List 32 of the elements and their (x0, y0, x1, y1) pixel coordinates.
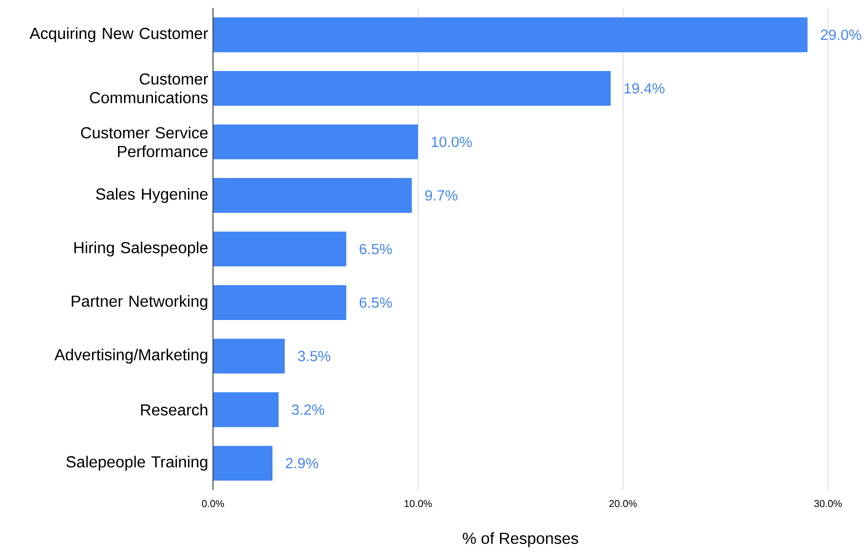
data-label: 3.2% (292, 404, 324, 415)
bar (213, 232, 346, 266)
data-label: 10.0% (432, 136, 472, 148)
bar (213, 178, 412, 213)
y-tick-label: Research (141, 404, 208, 416)
bar (213, 446, 272, 481)
y-tick-label: Salepeople Training (66, 456, 208, 471)
x-tick-label: 0.0% (202, 500, 224, 508)
y-tick-label: Advertising/Marketing (54, 348, 208, 364)
bar (213, 285, 346, 320)
data-label: 6.5% (360, 297, 392, 308)
bar (213, 392, 279, 428)
x-tick-label: 20.0% (609, 500, 637, 508)
data-label: 19.4% (624, 83, 664, 94)
y-tick-label: Sales Hygenine (96, 188, 208, 203)
data-label: 2.9% (286, 458, 318, 468)
data-label: 3.5% (298, 350, 330, 362)
y-tick-label: Customer Service Performance (81, 126, 208, 158)
data-label: 9.7% (425, 190, 458, 201)
y-tick-label: Customer Communications (90, 73, 208, 104)
x-tick-label: 30.0% (814, 500, 842, 508)
data-label: 6.5% (360, 244, 392, 254)
bar (213, 17, 808, 52)
bar (213, 124, 418, 160)
y-tick-label: Hiring Salespeople (74, 242, 208, 256)
x-tick-label: 10.0% (404, 500, 432, 508)
y-tick-label: Acquiring New Customer (30, 27, 208, 42)
y-tick-label: Partner Networking (72, 295, 208, 310)
bar (213, 338, 285, 374)
data-label: 29.0% (820, 30, 862, 40)
bar (213, 70, 611, 106)
x-axis-title: % of Responses (462, 532, 578, 548)
